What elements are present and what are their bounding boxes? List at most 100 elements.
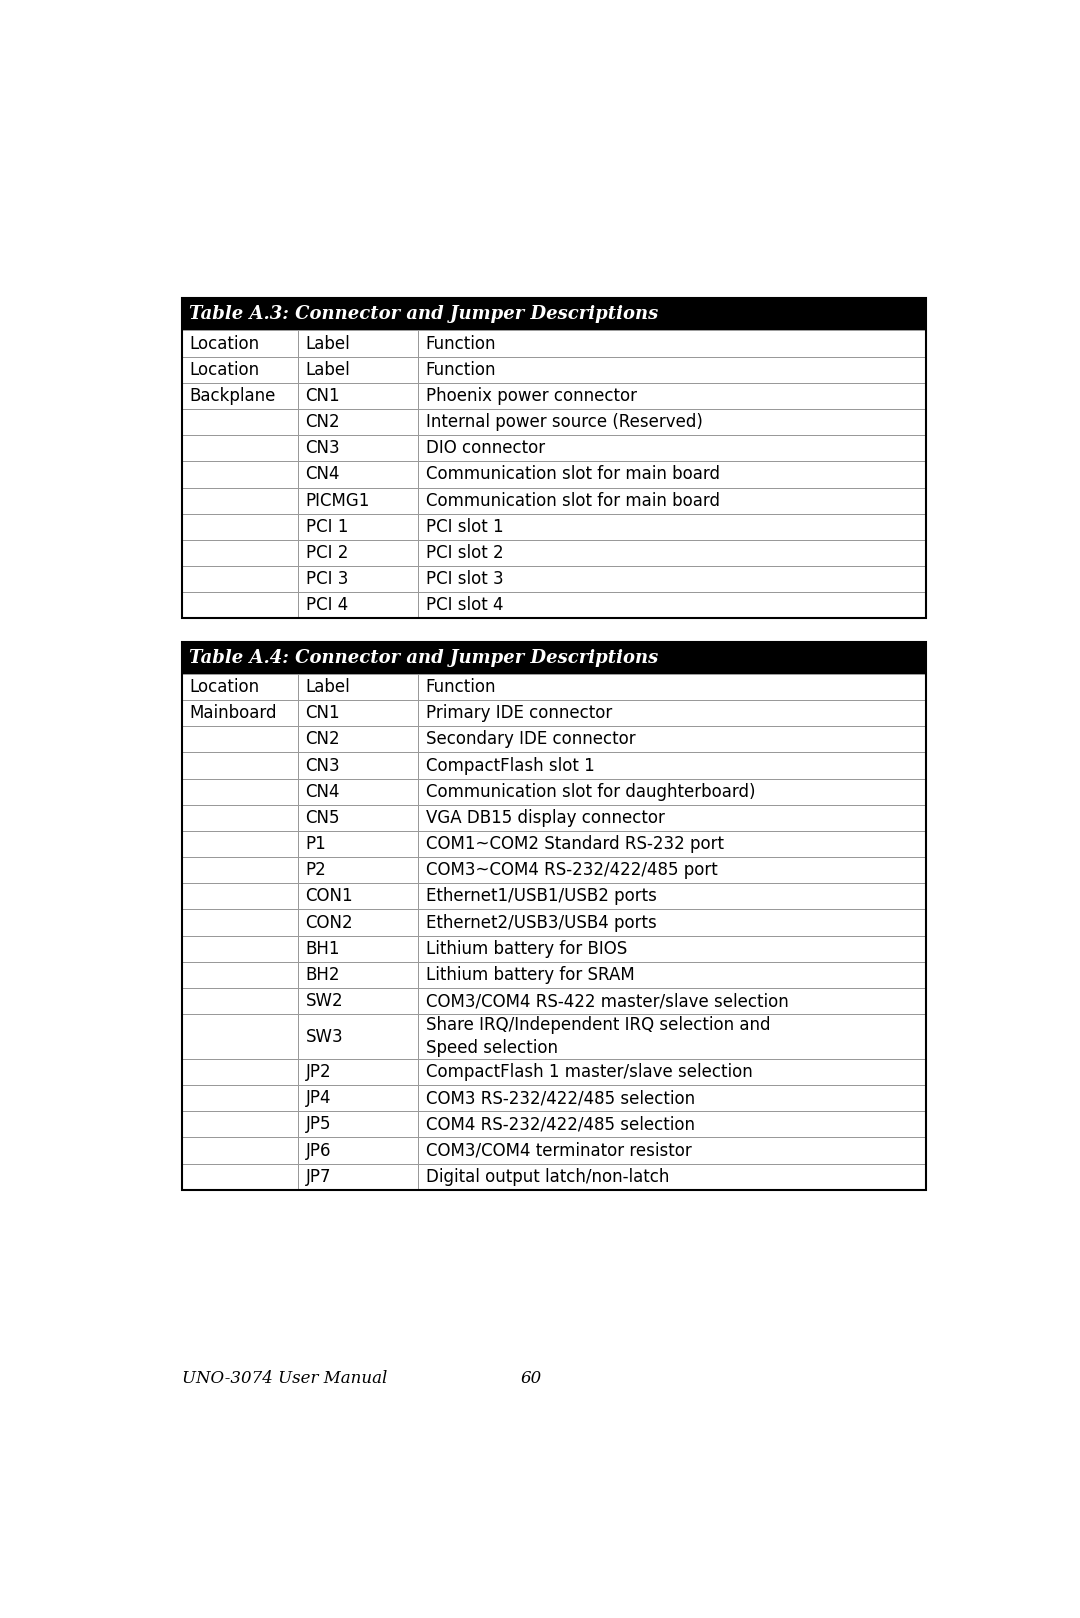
Bar (181, 641, 926, 673)
Text: P1: P1 (306, 835, 326, 853)
Bar (298, 1163, 418, 1189)
Text: Ethernet2/USB3/USB4 ports: Ethernet2/USB3/USB4 ports (426, 914, 657, 932)
Bar (181, 726, 298, 752)
Bar (418, 435, 926, 461)
Text: P2: P2 (306, 861, 326, 879)
Bar (181, 883, 298, 909)
Text: DIO connector: DIO connector (426, 438, 544, 458)
Bar (181, 592, 298, 618)
Bar (181, 673, 298, 701)
Bar (418, 961, 926, 989)
Bar (181, 701, 298, 726)
Bar (181, 935, 298, 961)
Text: Share IRQ/Independent IRQ selection and: Share IRQ/Independent IRQ selection and (426, 1016, 770, 1034)
Text: Communication slot for main board: Communication slot for main board (426, 466, 719, 484)
Bar (418, 778, 926, 804)
Bar (298, 435, 418, 461)
Bar (418, 540, 926, 566)
Text: Speed selection: Speed selection (426, 1039, 557, 1057)
Text: Primary IDE connector: Primary IDE connector (426, 704, 612, 722)
Bar (418, 832, 926, 858)
Bar (298, 383, 418, 409)
Bar (181, 858, 298, 883)
Bar (181, 1137, 298, 1163)
Bar (418, 592, 926, 618)
Bar (181, 409, 298, 435)
Text: PCI 2: PCI 2 (306, 544, 348, 561)
Text: CON2: CON2 (306, 914, 353, 932)
Bar (418, 461, 926, 487)
Bar (298, 461, 418, 487)
Bar (181, 989, 298, 1014)
Bar (181, 1014, 298, 1058)
Bar (298, 1086, 418, 1112)
Text: COM3/COM4 terminator resistor: COM3/COM4 terminator resistor (426, 1142, 691, 1160)
Text: PCI 4: PCI 4 (306, 597, 348, 615)
Bar (181, 356, 298, 383)
Text: COM1~COM2 Standard RS-232 port: COM1~COM2 Standard RS-232 port (426, 835, 724, 853)
Text: CN2: CN2 (306, 730, 340, 748)
Text: CN3: CN3 (306, 757, 340, 775)
Bar (418, 409, 926, 435)
Text: Label: Label (306, 361, 350, 379)
Bar (418, 1058, 926, 1086)
Text: PCI 1: PCI 1 (306, 518, 348, 536)
Bar (298, 330, 418, 356)
Bar (181, 487, 298, 513)
Text: VGA DB15 display connector: VGA DB15 display connector (426, 809, 664, 827)
Bar (181, 1058, 298, 1086)
Bar (418, 513, 926, 540)
Bar (418, 1137, 926, 1163)
Bar (181, 909, 298, 935)
Text: 60: 60 (521, 1370, 541, 1387)
Bar (298, 487, 418, 513)
Text: COM4 RS-232/422/485 selection: COM4 RS-232/422/485 selection (426, 1115, 694, 1133)
Bar (298, 409, 418, 435)
Text: Table A.3: Connector and Jumper Descriptions: Table A.3: Connector and Jumper Descript… (189, 306, 659, 324)
Bar (298, 726, 418, 752)
Bar (181, 832, 298, 858)
Text: CN2: CN2 (306, 413, 340, 430)
Bar (181, 383, 298, 409)
Bar (181, 961, 298, 989)
Text: PCI slot 4: PCI slot 4 (426, 597, 503, 615)
Text: BH2: BH2 (306, 966, 340, 984)
Bar (298, 961, 418, 989)
Bar (418, 1014, 926, 1058)
Text: JP4: JP4 (306, 1089, 330, 1107)
Text: CN4: CN4 (306, 466, 340, 484)
Text: PCI slot 1: PCI slot 1 (426, 518, 503, 536)
Text: CN1: CN1 (306, 704, 340, 722)
Text: Lithium battery for BIOS: Lithium battery for BIOS (426, 940, 626, 958)
Bar (418, 673, 926, 701)
Bar (298, 778, 418, 804)
Bar (418, 383, 926, 409)
Text: Mainboard: Mainboard (189, 704, 276, 722)
Text: SW2: SW2 (306, 992, 343, 1010)
Text: CN5: CN5 (306, 809, 340, 827)
Text: PICMG1: PICMG1 (306, 492, 369, 510)
Text: PCI 3: PCI 3 (306, 570, 348, 589)
Bar (298, 1137, 418, 1163)
Bar (418, 883, 926, 909)
Bar (418, 330, 926, 356)
Bar (298, 566, 418, 592)
Bar (298, 1112, 418, 1137)
Bar (181, 778, 298, 804)
Bar (298, 832, 418, 858)
Bar (181, 298, 926, 618)
Text: BH1: BH1 (306, 940, 340, 958)
Bar (298, 935, 418, 961)
Bar (298, 804, 418, 832)
Bar (418, 1112, 926, 1137)
Text: Location: Location (189, 361, 259, 379)
Bar (418, 701, 926, 726)
Text: Digital output latch/non-latch: Digital output latch/non-latch (426, 1168, 669, 1186)
Bar (298, 909, 418, 935)
Bar (181, 298, 926, 330)
Text: Backplane: Backplane (189, 387, 275, 404)
Text: Lithium battery for SRAM: Lithium battery for SRAM (426, 966, 634, 984)
Text: CN4: CN4 (306, 783, 340, 801)
Bar (418, 935, 926, 961)
Bar (181, 752, 298, 778)
